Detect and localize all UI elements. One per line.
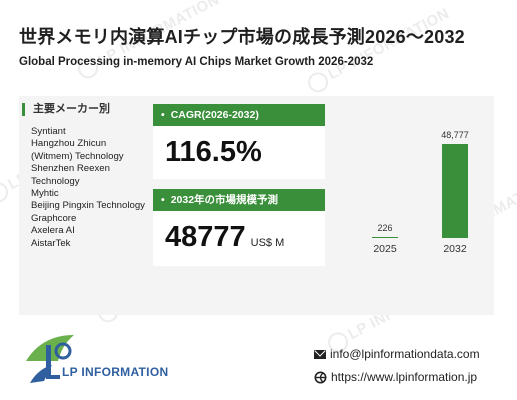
bar-2032 xyxy=(442,144,468,238)
x-tick-label: 2032 xyxy=(443,243,467,255)
market-size-label: 2032年の市場規模予測 xyxy=(170,194,279,206)
envelope-icon xyxy=(314,349,326,359)
cagr-card: • CAGR(2026-2032) 116.5% xyxy=(153,104,325,179)
page-title: 世界メモリ内演算AIチップ市場の成長予測2026～2032 xyxy=(19,27,465,47)
lp-information-logo xyxy=(26,335,74,383)
email-text: info@lpinformationdata.com xyxy=(330,347,480,361)
bar-2025 xyxy=(372,237,398,238)
page-subtitle: Global Processing in-memory AI Chips Mar… xyxy=(19,56,374,68)
bar-chart: 226 2025 48,777 2032 xyxy=(372,130,469,255)
contact-email[interactable]: info@lpinformationdata.com xyxy=(314,347,480,361)
cagr-card-header: • CAGR(2026-2032) xyxy=(153,104,325,126)
maker-item: Axelera AI xyxy=(31,225,75,237)
maker-item: Beijing Pingxin Technology xyxy=(31,200,145,212)
market-size-card-header: • 2032年の市場規模予測 xyxy=(153,189,325,211)
makers-list: Syntiant Hangzhou Zhicun (Witmem) Techno… xyxy=(31,126,146,250)
maker-item: Shenzhen Reexen Technology xyxy=(31,163,110,187)
cagr-value: 116.5% xyxy=(165,136,262,168)
maker-item: Myhtic xyxy=(31,188,59,200)
maker-item: AistarTek xyxy=(31,237,71,249)
watermark: LP INFORMATION xyxy=(304,4,454,96)
market-size-value: 48777 xyxy=(165,221,246,253)
logo-text: LP INFORMATION xyxy=(62,365,169,379)
maker-item: Hangzhou Zhicun (Witmem) Technology xyxy=(31,138,124,162)
maker-item: Graphcore xyxy=(31,212,77,224)
contact-website[interactable]: https://www.lpinformation.jp xyxy=(314,370,477,384)
cagr-label: CAGR(2026-2032) xyxy=(170,109,259,121)
data-label: 48,777 xyxy=(441,130,469,140)
website-text: https://www.lpinformation.jp xyxy=(331,370,478,384)
data-label: 226 xyxy=(377,223,392,233)
x-tick-label: 2025 xyxy=(373,243,397,255)
market-size-card: • 2032年の市場規模予測 48777 US$ M xyxy=(153,189,325,266)
maker-item: Syntiant xyxy=(31,126,66,137)
market-size-value-row: 48777 US$ M xyxy=(153,221,325,254)
web-icon xyxy=(314,371,327,383)
market-size-unit: US$ M xyxy=(250,237,285,249)
makers-heading: 主要メーカー別 xyxy=(22,103,110,116)
